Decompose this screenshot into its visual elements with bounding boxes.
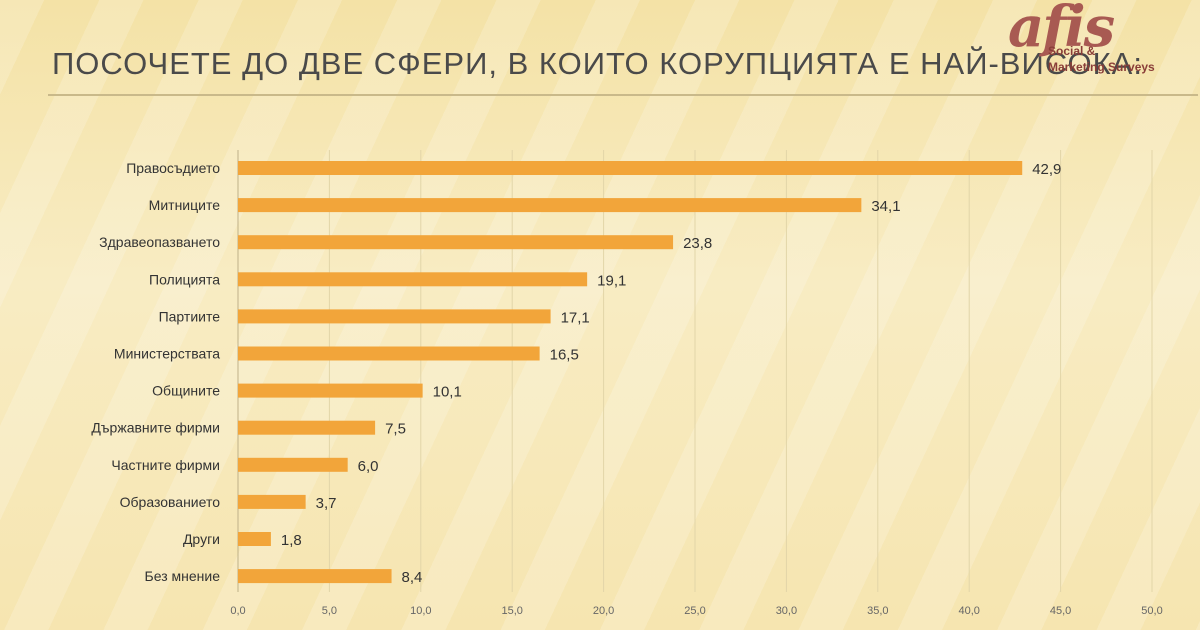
bar <box>238 272 588 287</box>
bar <box>238 198 862 213</box>
x-tick-label: 5,0 <box>322 605 337 617</box>
x-tick-label: 15,0 <box>501 605 522 617</box>
logo-line-2: Marketing Surveys <box>1048 60 1155 74</box>
x-tick-label: 45,0 <box>1050 605 1071 617</box>
value-label: 7,5 <box>385 421 406 438</box>
value-label: 10,1 <box>433 384 462 401</box>
bar <box>238 346 540 361</box>
value-label: 19,1 <box>597 272 626 289</box>
category-label: Министерствата <box>114 346 220 362</box>
x-tick-label: 30,0 <box>776 605 797 617</box>
bar <box>238 569 392 584</box>
category-label: Без мнение <box>145 568 221 584</box>
value-label: 6,0 <box>358 458 379 475</box>
category-label: Партиите <box>159 308 221 324</box>
category-label: Правосъдието <box>126 160 220 176</box>
bar <box>238 161 1023 175</box>
category-label: Образованието <box>120 494 221 510</box>
bar <box>238 309 551 324</box>
value-label: 34,1 <box>871 198 900 215</box>
category-label: Общините <box>152 383 220 399</box>
category-label: Здравеопазването <box>99 234 220 250</box>
logo-mark: afis <box>1008 0 1115 60</box>
category-label: Митниците <box>149 197 221 213</box>
afis-logo: afis Social & Marketing Surveys <box>1008 0 1188 90</box>
x-tick-label: 25,0 <box>684 605 705 617</box>
value-label: 23,8 <box>683 235 712 252</box>
value-label: 17,1 <box>561 309 590 326</box>
category-label: Държавните фирми <box>91 420 220 436</box>
x-tick-label: 35,0 <box>867 605 888 617</box>
category-label: Полицията <box>149 271 220 287</box>
bar <box>238 494 306 509</box>
value-label: 16,5 <box>550 347 579 364</box>
logo-line-1: Social & <box>1048 44 1096 58</box>
value-label: 8,4 <box>402 569 423 586</box>
value-label: 1,8 <box>281 532 302 549</box>
page-title: ПОСОЧЕТЕ ДО ДВЕ СФЕРИ, В КОИТО КОРУПЦИЯТ… <box>52 46 1143 81</box>
x-tick-label: 0,0 <box>230 605 245 617</box>
bar <box>238 457 348 472</box>
x-tick-label: 20,0 <box>593 605 614 617</box>
x-tick-label: 40,0 <box>958 605 979 617</box>
x-tick-label: 10,0 <box>410 605 431 617</box>
bar <box>238 532 271 546</box>
category-label: Други <box>183 531 220 547</box>
category-label: Частните фирми <box>111 457 220 473</box>
x-tick-label: 50,0 <box>1141 605 1162 617</box>
bar <box>238 420 376 435</box>
bar <box>238 235 674 250</box>
value-label: 3,7 <box>316 495 337 512</box>
bar <box>238 383 423 398</box>
title-divider <box>48 94 1198 96</box>
value-label: 42,9 <box>1032 161 1061 178</box>
